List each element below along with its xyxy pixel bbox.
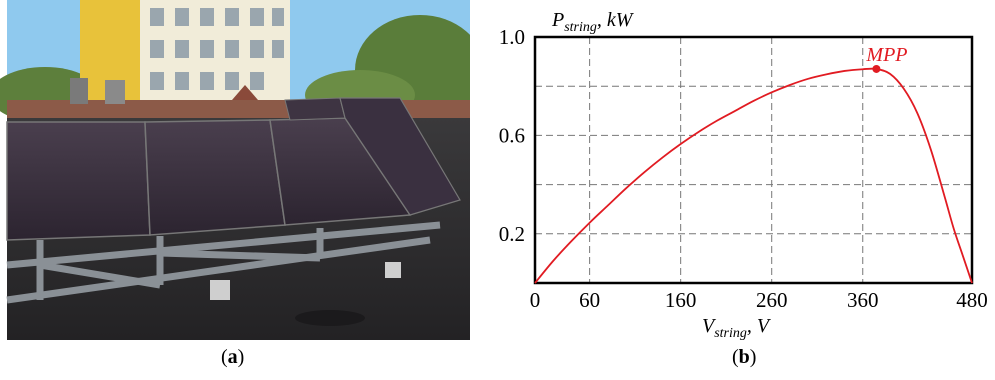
support-frame bbox=[6, 221, 441, 304]
photo-illustration bbox=[0, 0, 485, 340]
y-tick-label: 1.0 bbox=[499, 25, 525, 49]
x-tick-label: 0 bbox=[530, 288, 541, 312]
x-tick-label: 260 bbox=[756, 288, 788, 312]
plot-frame bbox=[533, 35, 974, 285]
x-tick-label: 360 bbox=[847, 288, 879, 312]
solar-panels bbox=[6, 97, 461, 241]
solar-array-photo bbox=[0, 0, 485, 380]
series-line-power bbox=[534, 67, 973, 284]
y-tick-label: 0.6 bbox=[499, 123, 525, 147]
x-tick-label: 60 bbox=[579, 288, 600, 312]
x-tick-label: 480 bbox=[956, 288, 988, 312]
chart-svg: MPP 0 60 160 260 360 480 0.2 0.6 1.0 Pstring, kW… bbox=[499, 9, 988, 341]
caption-b: (b) bbox=[732, 346, 757, 368]
building-white bbox=[140, 0, 290, 110]
caption-a: (a) bbox=[221, 346, 245, 368]
mpp-label: MPP bbox=[865, 44, 907, 66]
y-axis-label: Pstring, kW bbox=[551, 9, 635, 35]
mpp-point bbox=[872, 64, 881, 73]
x-axis-label: Vstring, V bbox=[702, 315, 772, 340]
tick-labels: 0 60 160 260 360 480 0.2 0.6 1.0 bbox=[499, 25, 988, 312]
x-tick-label: 160 bbox=[665, 288, 697, 312]
grid bbox=[535, 37, 972, 283]
y-tick-label: 0.2 bbox=[499, 222, 525, 246]
pv-curve-chart: MPP 0 60 160 260 360 480 0.2 0.6 1.0 Pstring, kW… bbox=[470, 0, 995, 380]
